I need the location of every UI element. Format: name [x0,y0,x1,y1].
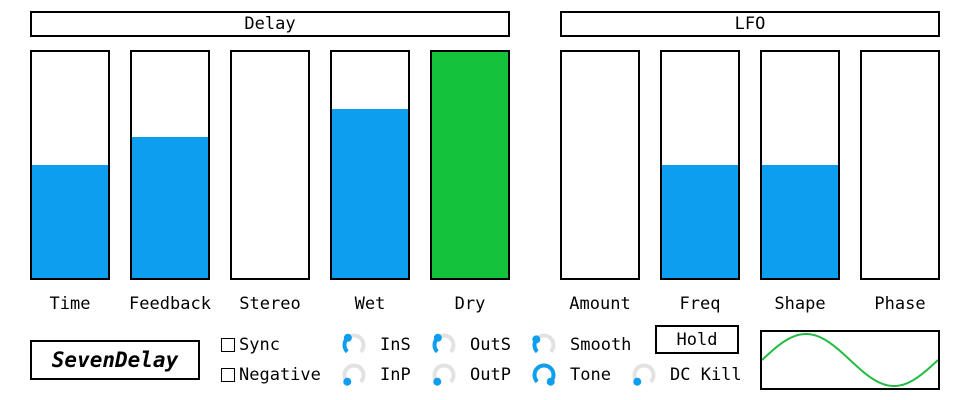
knob-track [432,363,456,384]
freq-label: Freq [679,294,721,314]
phase-slider[interactable] [860,50,940,280]
wet-slider-fill [332,108,408,278]
sync-checkbox[interactable]: Sync [221,335,280,355]
delay-section-header: Delay [30,11,510,37]
lfo-section-title: LFO [734,14,766,34]
stereo-slider[interactable] [230,50,310,280]
outs-knob[interactable] [431,332,457,358]
outp-knob-label: OutP [470,365,511,385]
inp-knob-label: InP [380,365,411,385]
feedback-label: Feedback [129,294,211,314]
lfo-section-header: LFO [560,11,940,37]
smooth-knob[interactable] [531,332,557,358]
knob-value-arc [532,363,556,384]
knob-indicator [532,335,541,344]
negative-checkbox[interactable]: Negative [221,365,321,385]
sync-checkbox-box[interactable] [221,338,235,352]
dry-label: Dry [454,294,486,314]
plugin-logo: SevenDelay [30,340,200,380]
smooth-knob-label: Smooth [570,335,632,355]
feedback-slider-fill [132,136,208,278]
delay-section-title: Delay [244,14,296,34]
time-label: Time [49,294,91,314]
freq-slider[interactable] [660,50,740,280]
feedback-slider[interactable] [130,50,210,280]
dc-kill-knob-label: DC Kill [670,365,742,385]
negative-checkbox-box[interactable] [221,368,235,382]
freq-slider-fill [662,165,738,278]
sync-checkbox-label: Sync [239,335,280,355]
outp-knob[interactable] [431,362,457,388]
knob-indicator [433,333,442,342]
outs-knob-label: OutS [470,335,511,355]
amount-slider[interactable] [560,50,640,280]
amount-label: Amount [569,294,631,314]
tone-knob-label: Tone [570,365,611,385]
shape-slider[interactable] [760,50,840,280]
knob-indicator [633,377,642,386]
ins-knob-label: InS [380,335,411,355]
knob-track [342,363,366,384]
lfo-waveform-line [762,332,938,388]
knob-indicator [546,377,555,386]
dc-kill-knob[interactable] [631,362,657,388]
dry-slider-fill [432,52,508,278]
knob-track [632,363,656,384]
knob-indicator [433,377,442,386]
ins-knob[interactable] [341,332,367,358]
inp-knob[interactable] [341,362,367,388]
phase-label: Phase [874,294,926,314]
plugin-logo-text: SevenDelay [51,348,179,372]
wet-label: Wet [354,294,386,314]
knob-indicator [343,333,352,342]
hold-button[interactable]: Hold [655,325,739,354]
stereo-label: Stereo [239,294,301,314]
time-slider[interactable] [30,50,110,280]
shape-slider-fill [762,165,838,278]
knob-indicator [343,377,352,386]
wet-slider[interactable] [330,50,410,280]
tone-knob[interactable] [531,362,557,388]
lfo-waveform-display [760,330,940,390]
dry-slider[interactable] [430,50,510,280]
shape-label: Shape [774,294,826,314]
hold-button-label: Hold [676,329,718,350]
time-slider-fill [32,165,108,278]
negative-checkbox-label: Negative [239,365,321,385]
